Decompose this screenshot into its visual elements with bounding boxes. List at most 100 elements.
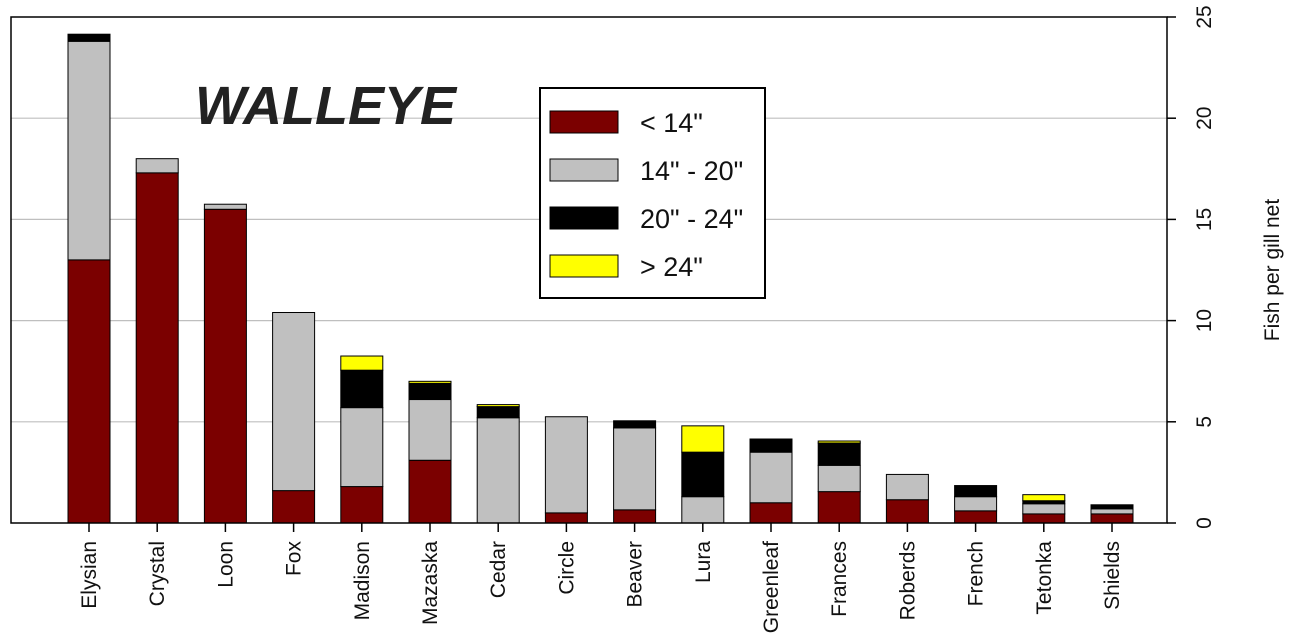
bar-segment [749, 502, 793, 524]
bar-segment [613, 509, 657, 524]
y-axis-label: Fish per gill net [1261, 199, 1284, 342]
bar-segment [1022, 513, 1066, 524]
x-tick-label: Tetonka [1033, 541, 1056, 615]
bar-segment [408, 399, 452, 461]
bar-segment [340, 369, 384, 409]
bar-segment [817, 491, 861, 524]
bar-segment [885, 473, 929, 501]
bar-segment [749, 438, 793, 453]
bar-segment [476, 417, 520, 524]
y-tick-label: 5 [1193, 416, 1216, 428]
x-tick-label: Lura [692, 541, 715, 583]
bar-segment [203, 203, 247, 210]
bar-stack-fox [272, 312, 316, 524]
bar-segment [67, 40, 111, 261]
bar-segment [817, 442, 861, 466]
x-tick-label: Cedar [487, 541, 510, 598]
bar-stack-lura [681, 425, 725, 524]
bar-segment [1022, 503, 1066, 515]
bar-stack-loon [203, 203, 247, 524]
bar-segment [67, 259, 111, 524]
legend-swatch [549, 158, 619, 182]
legend-swatch [549, 254, 619, 278]
bar-segment [681, 425, 725, 453]
legend-label: < 14" [640, 108, 703, 138]
x-tick-label: Fox [283, 541, 306, 577]
bar-stack-greenleaf [749, 438, 793, 524]
y-tick-label: 25 [1193, 5, 1216, 28]
bar-segment [954, 510, 998, 524]
bar-stack-crystal [135, 158, 179, 524]
bar-segment [135, 158, 179, 174]
bar-segment [954, 496, 998, 512]
bar-stack-beaver [613, 420, 657, 524]
bar-segment [681, 496, 725, 524]
x-tick-label: Loon [214, 541, 237, 588]
plot-frame [10, 16, 1168, 524]
bar-stack-elysian [67, 33, 111, 524]
legend-swatch [549, 206, 619, 230]
legend-label: > 24" [640, 252, 703, 282]
legend-label: 14" - 20" [640, 156, 743, 186]
y-axis: 0 5 10 15 20 25 [1167, 5, 1216, 529]
bar-stack-madison [340, 355, 384, 524]
bar-segment [885, 499, 929, 524]
bar-segment [67, 33, 111, 42]
x-axis: Elysian Crystal Loon Fox Madison Mazaska Cedar… [78, 523, 1124, 633]
bar-segment [613, 427, 657, 511]
bar-segment [135, 172, 179, 524]
bar-stack-tetonka [1022, 494, 1066, 524]
x-tick-label: Elysian [78, 541, 101, 609]
bar-stack-circle [544, 416, 588, 524]
bar-segment [1022, 494, 1066, 502]
bar-segment [954, 485, 998, 498]
bar-segment [476, 406, 520, 419]
x-tick-label: Frances [828, 541, 851, 617]
bar-segment [749, 451, 793, 504]
bar-stack-frances [817, 440, 861, 524]
bar-segment [1090, 513, 1134, 524]
y-tick-label: 15 [1193, 208, 1216, 231]
bar-stack-cedar [476, 404, 520, 524]
x-tick-label: Beaver [624, 541, 647, 608]
x-tick-label: Madison [351, 541, 374, 620]
bar-segment [272, 490, 316, 524]
x-tick-label: Mazaska [419, 541, 442, 625]
chart-title: WALLEYE [195, 76, 458, 136]
bar-segment [476, 404, 520, 408]
bar-stack-shields [1090, 504, 1134, 524]
legend: < 14" 14" - 20" 20" - 24" > 24" [539, 87, 766, 299]
bar-segment [817, 440, 861, 444]
bar-segment [408, 459, 452, 524]
bar-segment [272, 312, 316, 492]
bar-stack-french [954, 485, 998, 524]
bar-segment [613, 420, 657, 429]
x-tick-label: Roberds [896, 541, 919, 620]
bars [67, 33, 1134, 524]
y-tick-label: 20 [1193, 107, 1216, 130]
bar-segment [544, 416, 588, 514]
bar-segment [408, 382, 452, 401]
bar-segment [681, 451, 725, 498]
bar-stack-roberds [885, 473, 929, 524]
legend-swatch [549, 110, 619, 134]
bar-segment [817, 464, 861, 493]
bar-segment [203, 208, 247, 524]
y-tick-label: 0 [1193, 517, 1216, 529]
y-tick-label: 10 [1193, 309, 1216, 332]
legend-label: 20" - 24" [640, 204, 743, 234]
bar-segment [340, 355, 384, 371]
bar-segment [1090, 508, 1134, 515]
x-tick-label: Shields [1101, 541, 1124, 610]
x-tick-label: Greenleaf [760, 541, 783, 633]
bar-segment [408, 380, 452, 384]
x-tick-label: French [965, 541, 988, 606]
x-tick-label: Crystal [146, 541, 169, 606]
bar-segment [544, 512, 588, 524]
bar-segment [1090, 504, 1134, 510]
x-tick-label: Circle [555, 541, 578, 595]
bar-segment [340, 486, 384, 524]
bar-stack-mazaska [408, 380, 452, 524]
